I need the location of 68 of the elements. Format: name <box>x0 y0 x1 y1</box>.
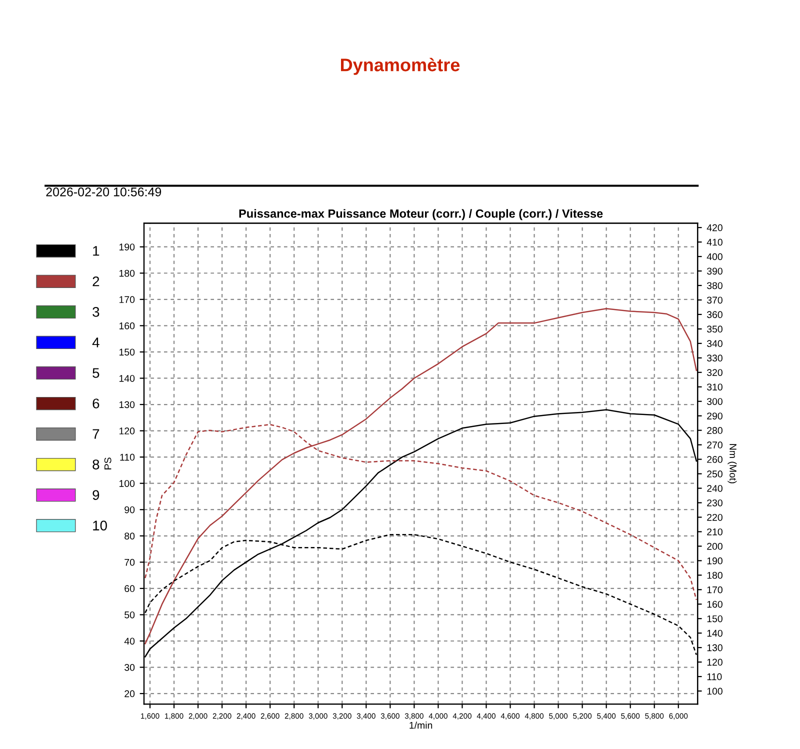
y2-tick-label: 300 <box>707 398 722 405</box>
y-tick-label: 180 <box>119 270 135 277</box>
y-tick-label: 190 <box>119 244 135 250</box>
y2-tick-label: 130 <box>707 644 722 652</box>
line-series <box>144 308 698 644</box>
y2-tick-label: 200 <box>707 542 722 550</box>
y2-tick-label: 270 <box>707 442 722 448</box>
y2-tick-label: 160 <box>707 600 722 608</box>
text: 2026-02-20 10:56:49 <box>46 188 162 196</box>
legend-label: 8 <box>92 460 100 470</box>
y-tick-label: 110 <box>120 454 135 461</box>
y-tick-label: 80 <box>124 532 135 540</box>
x-axis-title: 1/min <box>410 722 432 729</box>
y-tick-label: 50 <box>124 611 135 618</box>
y2-tick-label: 420 <box>706 224 722 232</box>
legend-label: 3 <box>92 307 100 317</box>
legend-label: 6 <box>92 398 100 408</box>
y2-tick-label: 390 <box>707 268 722 275</box>
y2-tick-label: 400 <box>706 253 722 260</box>
y2-tick-label: 330 <box>707 354 722 362</box>
y2-tick-label: 410 <box>706 238 722 246</box>
y2-tick-label: 350 <box>707 326 722 333</box>
y2-tick-label: 180 <box>707 572 722 579</box>
y2-tick-label: 380 <box>707 282 722 290</box>
y2-tick-label: 280 <box>707 427 722 434</box>
legend-label: 2 <box>92 276 100 286</box>
y-tick-label: 90 <box>124 506 135 514</box>
y2-tick-label: 110 <box>707 673 722 680</box>
legend-label: 4 <box>92 338 100 348</box>
y-tick-label: 70 <box>124 558 135 566</box>
y-tick-label: 20 <box>124 690 135 698</box>
legend-label: 10 <box>93 520 107 530</box>
y2-tick-label: 170 <box>707 586 722 594</box>
y2-tick-label: 240 <box>707 484 722 492</box>
y-tick-label: 150 <box>119 348 135 356</box>
y-axis-title: PS <box>104 458 112 470</box>
y-tick-label: 170 <box>119 296 135 304</box>
y-tick-label: 40 <box>124 638 135 645</box>
y2-tick-label: 120 <box>707 658 722 666</box>
y2-tick-label: 140 <box>707 630 722 637</box>
y-tick-label: 120 <box>119 428 135 434</box>
legend-label: 1 <box>93 246 100 256</box>
legend-label: 7 <box>92 429 100 439</box>
y2-tick-label: 260 <box>707 456 722 463</box>
y-tick-label: 100 <box>119 480 135 487</box>
y2-tick-label: 220 <box>707 514 722 521</box>
legend-label: 9 <box>92 490 100 500</box>
y2-tick-label: 360 <box>707 311 722 318</box>
y2-tick-label: 340 <box>707 340 722 348</box>
y2-tick-label: 100 <box>707 688 722 695</box>
y-tick-label: 30 <box>124 664 135 671</box>
y2-tick-label: 370 <box>707 296 722 304</box>
y2-axis-title: Nm (Mot) <box>728 444 737 484</box>
chart-title: Dynamomètre <box>341 58 460 75</box>
y2-tick-label: 230 <box>707 499 722 506</box>
y2-tick-label: 320 <box>707 369 722 376</box>
y2-tick-label: 290 <box>707 412 722 420</box>
y-tick-label: 60 <box>124 585 135 592</box>
chart-subtitle: Puissance-max Puissance Moteur (corr.) / Couple (corr.) / Vitesse <box>239 209 603 220</box>
y-tick-label: 160 <box>119 322 135 330</box>
y2-tick-label: 210 <box>707 528 722 536</box>
legend-label: 5 <box>92 368 100 378</box>
y2-tick-label: 250 <box>707 470 722 478</box>
y2-tick-label: 190 <box>707 557 722 564</box>
y2-tick-label: 150 <box>707 615 722 622</box>
y-tick-label: 140 <box>119 374 135 382</box>
y-tick-label: 130 <box>119 401 135 408</box>
y2-tick-label: 310 <box>707 384 722 390</box>
